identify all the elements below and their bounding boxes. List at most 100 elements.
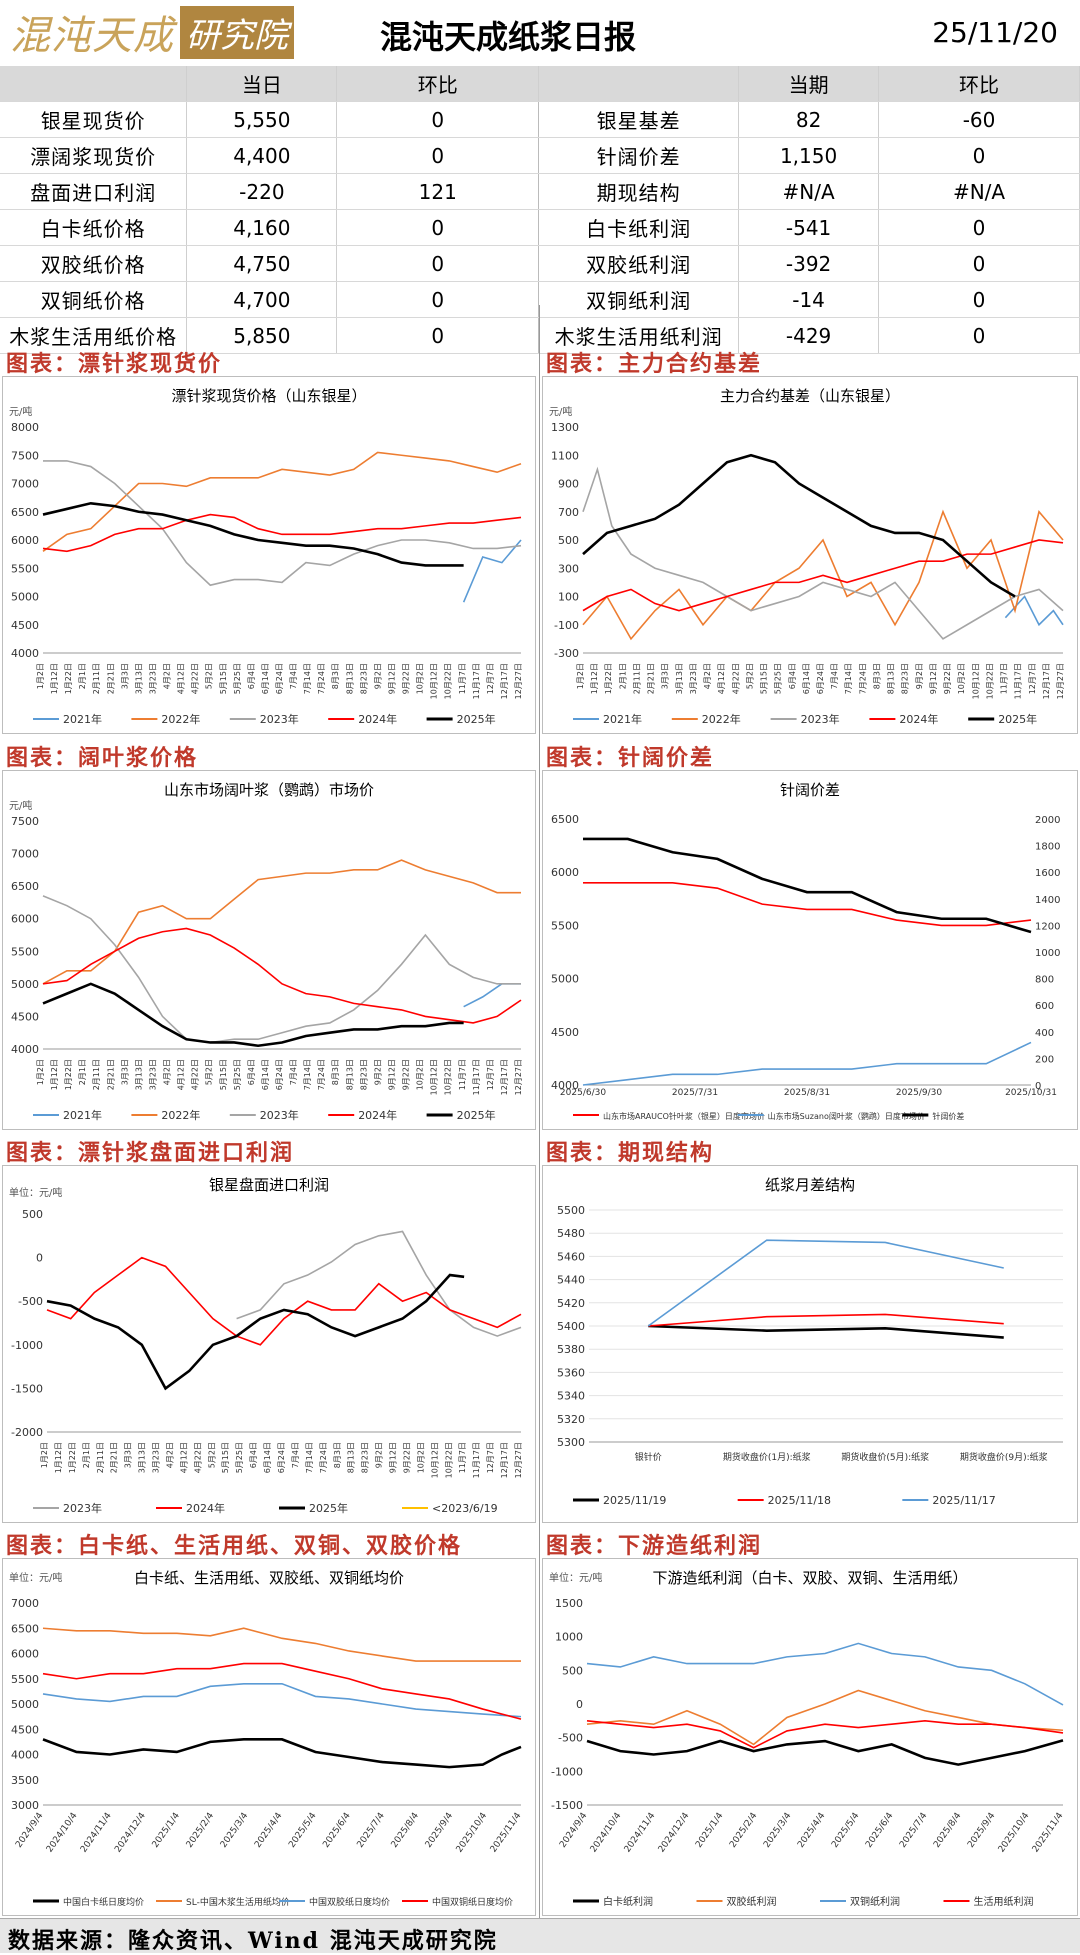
metric-label: 期现结构: [538, 173, 740, 210]
legend-label: 2024年: [186, 1501, 225, 1515]
header-cell: [538, 66, 740, 102]
x-tick-label: 12月7日: [486, 1442, 495, 1473]
x-tick-label: 2025/2/4: [185, 1811, 217, 1850]
chart-paper-prices: 白卡纸、生活用纸、双胶纸、双铜纸均价 单位：元/吨 3000 3500 4000 4500…: [9, 1569, 524, 1908]
y-tick-label: 4500: [11, 1723, 39, 1736]
x-tick-label: 2025/1/4: [694, 1811, 726, 1850]
y-tick-label: 5400: [557, 1320, 585, 1333]
y-tick-label: 6000: [11, 913, 39, 926]
legend-label: 针阔价差: [932, 1111, 964, 1121]
x-tick-label: 8月23日: [359, 663, 368, 694]
x-tick-label: 9月2日: [375, 1442, 384, 1468]
summary-row: 双铜纸价格 4,700 0 双铜纸利润 -14 0: [0, 281, 1080, 318]
x-tick-label: 9月22日: [402, 1059, 411, 1090]
x-tick-label: 2025/6/4: [321, 1811, 353, 1850]
summary-row: 白卡纸价格 4,160 0 白卡纸利润 -541 0: [0, 209, 1080, 246]
legend-label: 2025年: [998, 712, 1037, 726]
chart-title: 下游造纸利润（白卡、双胶、双铜、生活用纸）: [652, 1569, 967, 1587]
y-tick-label: 8000: [11, 421, 39, 434]
x-tick-label: 2025/8/4: [390, 1811, 422, 1850]
section-title: 图表：针阔价差: [546, 745, 715, 771]
chart-title: 纸浆月差结构: [765, 1176, 855, 1194]
x-tick-label: 1月2日: [576, 663, 585, 689]
x-tick-label: 11月7日: [458, 1442, 467, 1473]
x-tick-label: 5月25日: [235, 1442, 244, 1473]
x-tick-label: 4月2日: [703, 663, 712, 689]
x-tick-label: 4月12日: [717, 663, 726, 694]
x-tick-label: 6月14日: [802, 663, 811, 694]
logo: 混沌天成 研究院: [10, 5, 294, 59]
x-tick-label: 11月7日: [458, 663, 467, 694]
summary-row: 漂阔浆现货价 4,400 0 针阔价差 1,150 0: [0, 137, 1080, 174]
x-tick-label: 4月2日: [163, 1059, 172, 1085]
chart-panel: 主力合约基差（山东银星） 元/吨 -300 -100 100 300 500 700 900 11…: [542, 376, 1078, 734]
x-tick-label: 2025/11/4: [489, 1811, 524, 1855]
metric-value: 82: [738, 101, 880, 138]
metric-value: #N/A: [878, 173, 1080, 210]
y-tick-label: 6500: [11, 880, 39, 893]
metric-value: 0: [878, 281, 1080, 318]
metric-value: 0: [878, 209, 1080, 246]
x-tick-label: 2025/7/4: [356, 1811, 388, 1850]
x-tick-label: 3月13日: [134, 663, 143, 694]
x-tick-label: 10月12日: [430, 1059, 439, 1095]
series-line: [582, 1041, 1032, 1086]
x-tick-label: 2025/10/4: [455, 1811, 490, 1855]
x-tick-label: 2月1日: [82, 1442, 91, 1468]
chart-main-basis: 主力合约基差（山东银星） 元/吨 -300 -100 100 300 500 700 900 11…: [549, 387, 1065, 726]
y2-tick-label: 200: [1035, 1054, 1054, 1065]
y-tick-label: 5000: [11, 591, 39, 604]
chart-title: 白卡纸、生活用纸、双胶纸、双铜纸均价: [134, 1569, 404, 1587]
x-tick-label: 2025/9/4: [966, 1811, 998, 1850]
y-tick-label: 4500: [551, 1026, 579, 1039]
y-tick-label: 7000: [11, 1597, 39, 1610]
x-tick-label: 10月2日: [957, 663, 966, 694]
x-tick-label: 2024/9/4: [14, 1811, 46, 1850]
x-tick-label: 12月7日: [486, 1059, 495, 1090]
header-cell: 当期: [738, 66, 880, 102]
metric-value: 0: [878, 245, 1080, 282]
x-tick-label: 8月3日: [333, 1442, 342, 1468]
series-line: [42, 1738, 522, 1769]
x-tick-label: 3月13日: [138, 1442, 147, 1473]
x-tick-label: 3月13日: [675, 663, 684, 694]
x-tick-label: 9月12日: [389, 1442, 398, 1473]
x-tick-label: 2025/5/4: [287, 1811, 319, 1850]
legend-label: 双胶纸利润: [727, 1895, 777, 1908]
legend-label: 2025年: [457, 1108, 496, 1122]
legend-label: 山东市场Suzano阔叶浆（鹦鹉）日度市场价: [768, 1111, 925, 1121]
legend-label: 2025/11/18: [768, 1494, 831, 1507]
x-tick-label: 1月2日: [36, 1059, 45, 1085]
summary-table: 当日 环比 当期 环比 银星现货价 5,550 0 银星基差 82 -60 漂阔浆现货价 4,…: [0, 66, 1080, 354]
x-tick-label: 11月17日: [472, 663, 481, 699]
metric-value: -392: [738, 245, 880, 282]
x-tick-label: 11月17日: [1014, 663, 1023, 699]
y2-tick-label: 1800: [1035, 842, 1060, 853]
report-header: 混沌天成 研究院 混沌天成纸浆日报 25/11/20: [0, 0, 1080, 66]
x-tick-label: 2月1日: [78, 1059, 87, 1085]
legend-label: 2024年: [358, 1108, 397, 1122]
x-tick-label: 5月15日: [219, 663, 228, 694]
y-tick-label: 0: [36, 1252, 43, 1265]
x-tick-label: 12月27日: [514, 1442, 523, 1478]
y-tick-label: 1000: [555, 1631, 583, 1644]
x-tick-label: 10月12日: [430, 663, 439, 699]
x-tick-label: 3月3日: [124, 1442, 133, 1468]
x-tick-label: 4月12日: [179, 1442, 188, 1473]
x-tick-label: 2025/4/4: [253, 1811, 285, 1850]
metric-value: -429: [738, 317, 880, 354]
metric-label: 木浆生活用纸价格: [0, 317, 188, 354]
legend-label: 山东市场ARAUCO针叶浆（银星）日度市场价: [603, 1111, 765, 1121]
y-tick-label: -1000: [551, 1765, 583, 1778]
x-tick-label: 1月22日: [68, 1442, 77, 1473]
y-tick-label: 5000: [11, 1698, 39, 1711]
series-line: [236, 1230, 522, 1337]
x-tick-label: 6月4日: [247, 1059, 256, 1085]
x-tick-label: 2月21日: [110, 1442, 119, 1473]
y-tick-label: 6000: [11, 534, 39, 547]
y-tick-label: 5460: [557, 1250, 585, 1263]
x-tick-label: 12月27日: [514, 1059, 523, 1095]
x-tick-label: 7月24日: [317, 663, 326, 694]
y-tick-label: -100: [554, 619, 579, 632]
